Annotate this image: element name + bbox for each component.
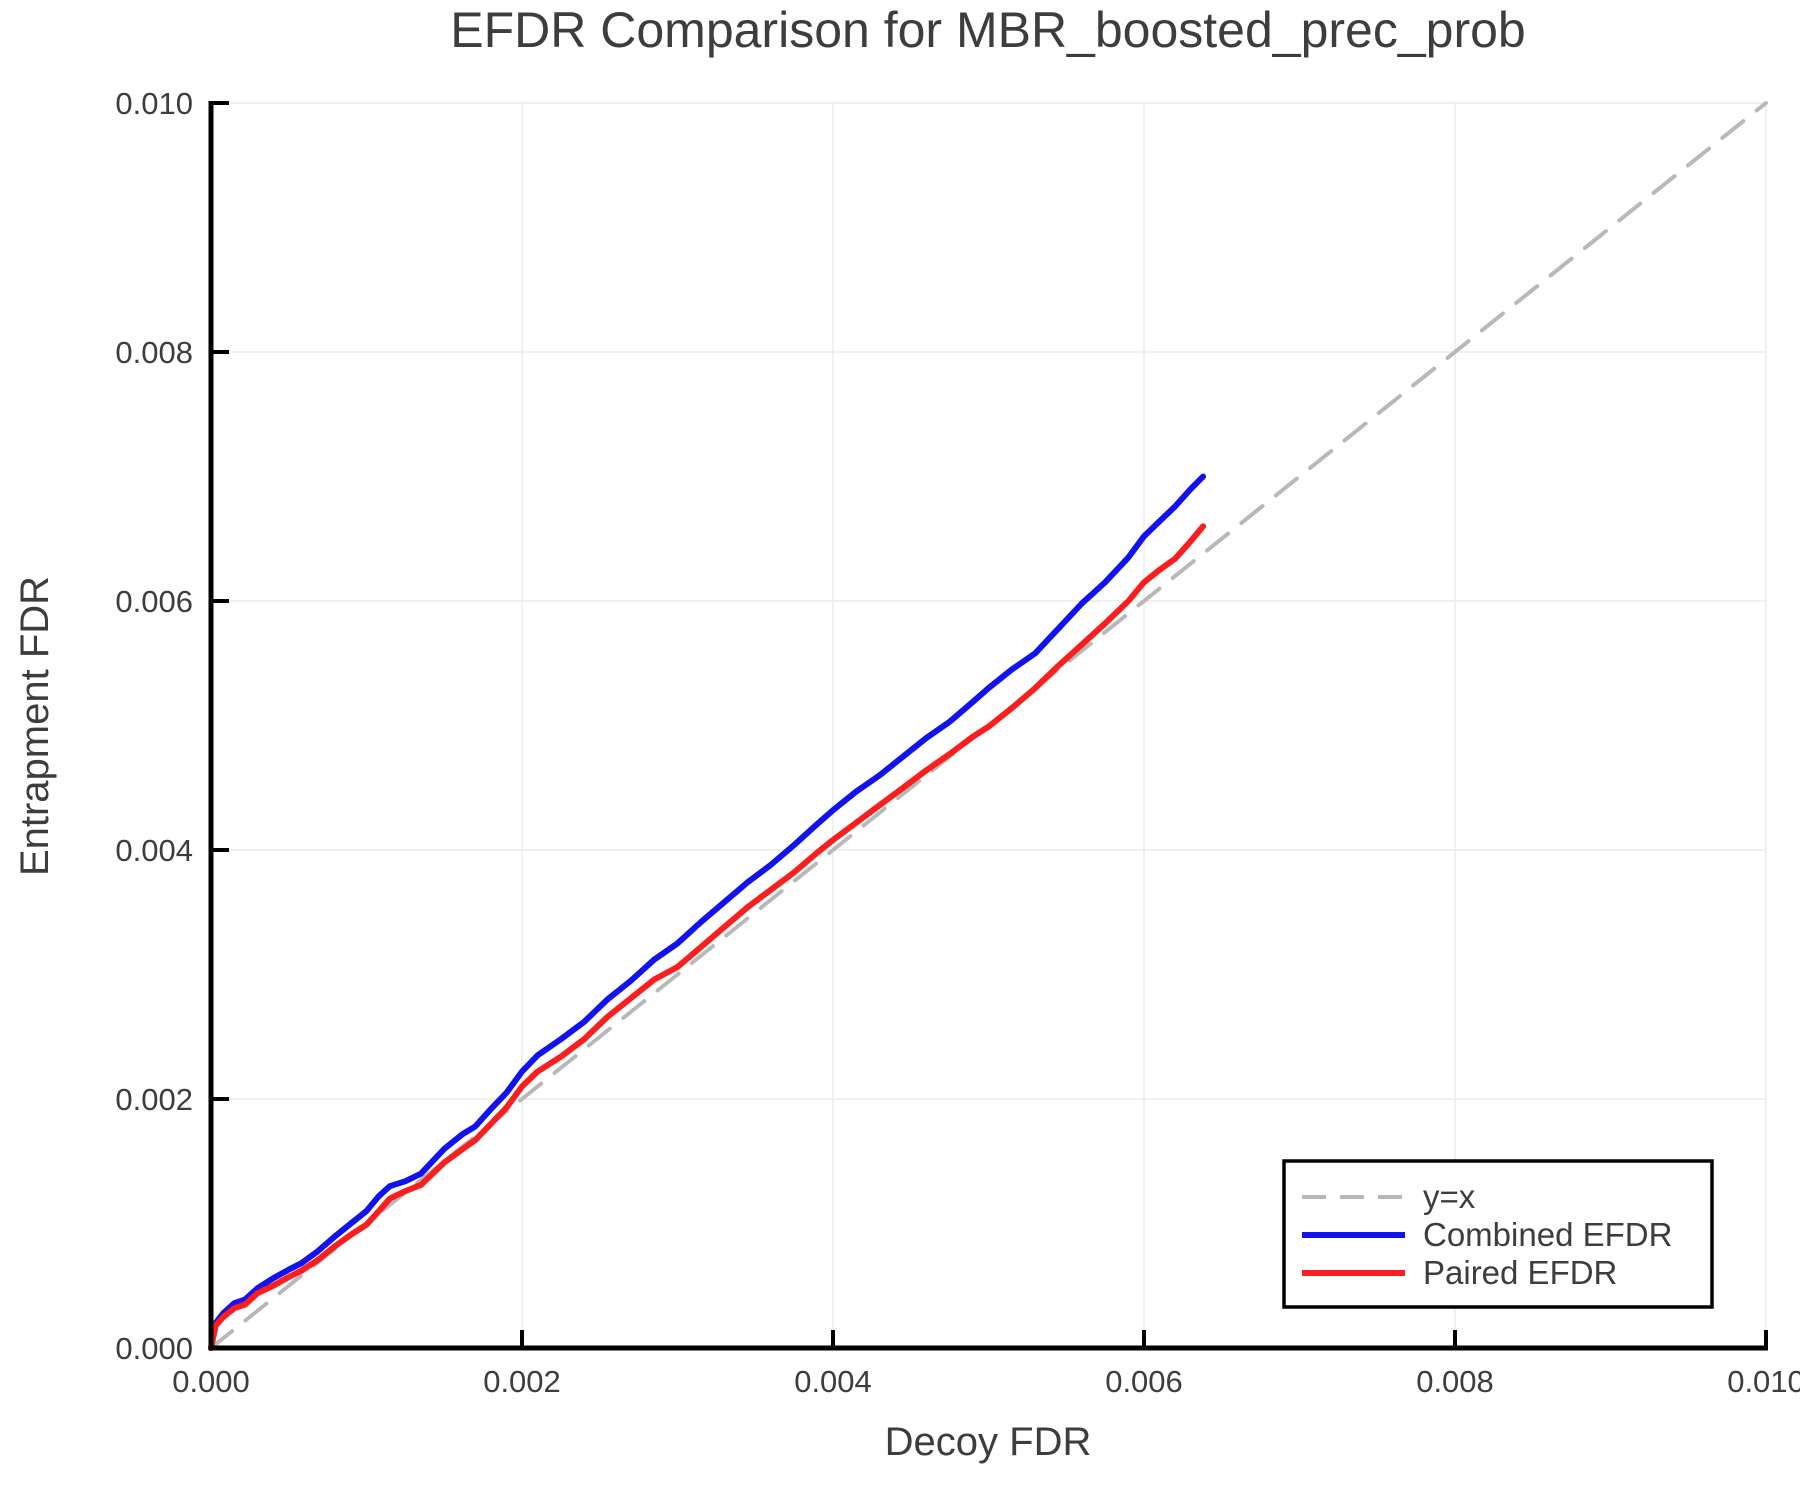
tick-label-layer: 0.000 0.002 0.004 0.006 0.008 0.010 0.000 0.002… xyxy=(115,86,1800,1399)
legend-entry-identity: y=x xyxy=(1302,1178,1476,1215)
y-tick-label: 0.002 xyxy=(115,1082,193,1117)
series-line-paired-efdr xyxy=(208,523,1207,1351)
legend: y=x Combined EFDR Paired EFDR xyxy=(1282,1159,1714,1309)
legend-entry-paired-efdr: Paired EFDR xyxy=(1302,1254,1617,1291)
x-tick-label: 0.000 xyxy=(172,1364,250,1399)
series-layer xyxy=(208,101,1768,1351)
y-axis-label: Entrapment FDR xyxy=(13,576,57,876)
y-tick-label: 0.006 xyxy=(115,584,193,619)
x-tick-label: 0.008 xyxy=(1416,1364,1494,1399)
x-tick-label: 0.004 xyxy=(794,1364,872,1399)
chart-title: EFDR Comparison for MBR_boosted_prec_pro… xyxy=(450,2,1526,58)
series-line-combined-efdr xyxy=(208,473,1207,1351)
legend-label-combined-efdr: Combined EFDR xyxy=(1423,1216,1672,1253)
y-tick-label: 0.000 xyxy=(115,1331,193,1366)
legend-entry-combined-efdr: Combined EFDR xyxy=(1302,1216,1672,1253)
legend-label-identity: y=x xyxy=(1423,1178,1476,1215)
legend-label-paired-efdr: Paired EFDR xyxy=(1423,1254,1617,1291)
y-tick-label: 0.004 xyxy=(115,833,193,868)
x-tick-label: 0.010 xyxy=(1727,1364,1800,1399)
axes-layer xyxy=(208,101,1768,1351)
x-tick-label: 0.002 xyxy=(483,1364,561,1399)
x-tick-label: 0.006 xyxy=(1105,1364,1183,1399)
y-tick-label: 0.008 xyxy=(115,335,193,370)
x-axis-label: Decoy FDR xyxy=(885,1420,1092,1464)
y-tick-label: 0.010 xyxy=(115,86,193,121)
